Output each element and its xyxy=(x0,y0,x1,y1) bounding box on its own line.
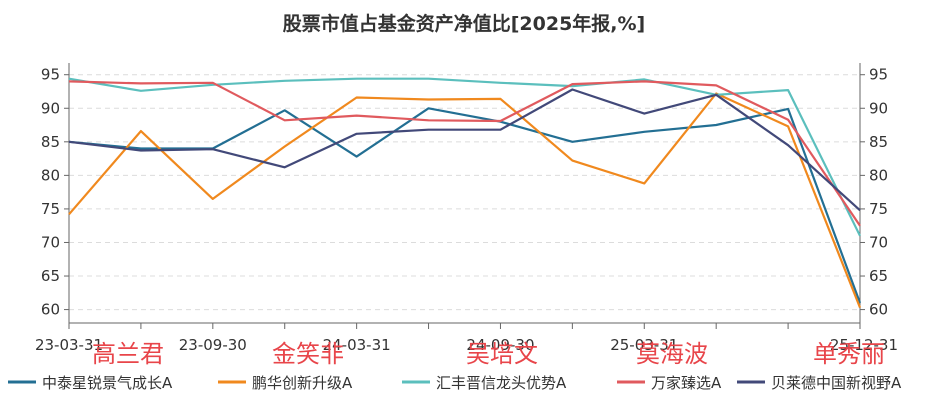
legend-label: 鹏华创新升级A xyxy=(252,374,353,392)
grid-lines xyxy=(69,74,860,311)
series-line xyxy=(68,80,861,227)
series-lines xyxy=(68,77,862,309)
legend-label: 中泰星锐景气成长A xyxy=(42,374,173,392)
legend-item[interactable]: 中泰星锐景气成长A xyxy=(8,374,173,392)
legend-item[interactable]: 贝莱德中国新视野A xyxy=(737,374,902,392)
annotation-label: 单秀丽 xyxy=(813,340,885,368)
x-tick-label: 25-03-31 xyxy=(610,336,678,354)
legend-label: 汇丰晋信龙头优势A xyxy=(436,374,567,392)
annotation-label: 金笑非 xyxy=(272,340,344,368)
y-tick-label-left: 65 xyxy=(41,267,60,285)
axes: 60 60 65 65 70 70 75 75 80 80 85 85 90 90 95 95 23-03-31… xyxy=(35,63,898,354)
y-tick-label-left: 90 xyxy=(41,99,60,117)
legend-item[interactable]: 万家臻选A xyxy=(617,374,722,392)
legend-label: 万家臻选A xyxy=(651,374,722,392)
y-tick-label-right: 75 xyxy=(869,200,888,218)
y-tick-label-right: 65 xyxy=(869,267,888,285)
x-tick-label: 24-03-31 xyxy=(323,336,391,354)
series-line xyxy=(68,88,861,212)
legend-item[interactable]: 鹏华创新升级A xyxy=(218,374,353,392)
series-line xyxy=(68,92,862,309)
y-tick-label-left: 80 xyxy=(41,166,60,184)
chart-title: 股票市值占基金资产净值比[2025年报,%] xyxy=(283,12,646,35)
manager-annotations: 高兰君 金笑非 吴培文 莫海波 单秀丽 xyxy=(92,340,885,368)
y-tick-label-right: 85 xyxy=(869,133,888,151)
legend[interactable]: 中泰星锐景气成长A 鹏华创新升级A 汇丰晋信龙头优势A 万家臻选A 贝莱德中国新视野A xyxy=(8,374,902,392)
series-line xyxy=(68,77,861,237)
y-tick-label-left: 70 xyxy=(41,233,60,251)
x-tick-label: 25-12-31 xyxy=(830,336,898,354)
series-line xyxy=(68,107,862,304)
annotation-label: 吴培文 xyxy=(466,340,538,368)
legend-label: 贝莱德中国新视野A xyxy=(771,374,902,392)
annotation-label: 莫海波 xyxy=(636,340,708,368)
y-tick-label-right: 60 xyxy=(869,301,888,319)
y-tick-label-right: 80 xyxy=(869,166,888,184)
x-tick-label: 24-09-30 xyxy=(466,336,534,354)
y-tick-label-left: 75 xyxy=(41,200,60,218)
y-tick-label-left: 95 xyxy=(41,66,60,84)
legend-item[interactable]: 汇丰晋信龙头优势A xyxy=(402,374,567,392)
y-tick-label-right: 90 xyxy=(869,99,888,117)
x-tick-label: 23-03-31 xyxy=(35,336,103,354)
y-tick-label-right: 70 xyxy=(869,233,888,251)
annotation-label: 高兰君 xyxy=(92,340,164,368)
y-tick-label-left: 85 xyxy=(41,133,60,151)
x-tick-label: 23-09-30 xyxy=(179,336,247,354)
y-tick-label-left: 60 xyxy=(41,301,60,319)
y-tick-label-right: 95 xyxy=(869,66,888,84)
